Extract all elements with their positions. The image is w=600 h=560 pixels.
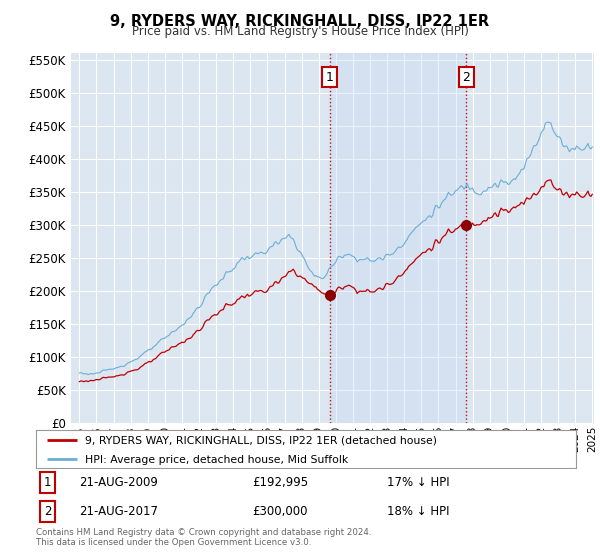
Text: 9, RYDERS WAY, RICKINGHALL, DISS, IP22 1ER (detached house): 9, RYDERS WAY, RICKINGHALL, DISS, IP22 1… (85, 436, 437, 446)
Text: 18% ↓ HPI: 18% ↓ HPI (387, 505, 449, 518)
Text: 2: 2 (463, 71, 470, 84)
Text: 21-AUG-2017: 21-AUG-2017 (79, 505, 158, 518)
Text: £192,995: £192,995 (252, 476, 308, 489)
Text: Contains HM Land Registry data © Crown copyright and database right 2024.
This d: Contains HM Land Registry data © Crown c… (36, 528, 371, 547)
Text: 2: 2 (44, 505, 52, 518)
Text: 9, RYDERS WAY, RICKINGHALL, DISS, IP22 1ER: 9, RYDERS WAY, RICKINGHALL, DISS, IP22 1… (110, 14, 490, 29)
Text: 21-AUG-2009: 21-AUG-2009 (79, 476, 158, 489)
Text: HPI: Average price, detached house, Mid Suffolk: HPI: Average price, detached house, Mid … (85, 455, 348, 465)
Bar (329, 53, 466, 423)
Text: 17% ↓ HPI: 17% ↓ HPI (387, 476, 449, 489)
Text: 1: 1 (326, 71, 334, 84)
Text: 1: 1 (44, 476, 52, 489)
Text: Price paid vs. HM Land Registry's House Price Index (HPI): Price paid vs. HM Land Registry's House … (131, 25, 469, 38)
Text: £300,000: £300,000 (252, 505, 308, 518)
